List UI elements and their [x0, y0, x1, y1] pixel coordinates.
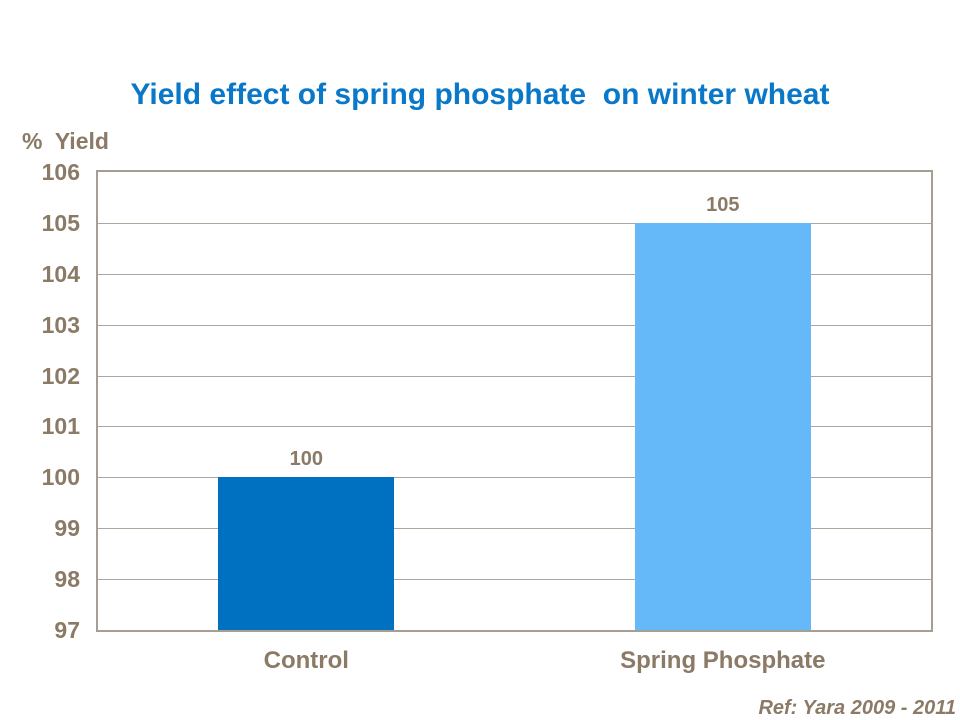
gridline — [98, 324, 931, 326]
gridline — [98, 528, 931, 530]
y-tick-label: 101 — [41, 413, 80, 440]
bar-value-label: 105 — [706, 193, 740, 216]
gridline — [98, 426, 931, 428]
gridline — [98, 222, 931, 224]
reference-note: Ref: Yara 2009 - 2011 — [758, 697, 956, 719]
y-tick-label: 102 — [41, 362, 80, 389]
y-tick-label: 100 — [41, 464, 80, 491]
plot-area: 100 105 — [96, 170, 933, 632]
bar-value-label: 100 — [289, 448, 323, 471]
bar-spring-phosphate — [634, 222, 811, 630]
y-tick-label: 104 — [41, 260, 80, 287]
gridline — [98, 375, 931, 377]
y-tick-label: 106 — [41, 159, 80, 185]
gridline — [98, 579, 931, 581]
y-tick-label: 97 — [54, 617, 80, 643]
y-tick-label: 99 — [54, 515, 80, 542]
x-category-label: Control — [263, 647, 349, 674]
bar-control — [218, 477, 395, 630]
y-axis-title: % Yield — [22, 128, 109, 154]
x-category-label: Spring Phosphate — [620, 647, 826, 674]
chart-title: Yield effect of spring phosphate on wint… — [130, 78, 830, 112]
y-tick-label: 105 — [41, 209, 80, 236]
gridline — [98, 477, 931, 479]
y-tick-label: 98 — [54, 566, 80, 593]
y-tick-label: 103 — [41, 311, 80, 338]
gridline — [98, 273, 931, 275]
